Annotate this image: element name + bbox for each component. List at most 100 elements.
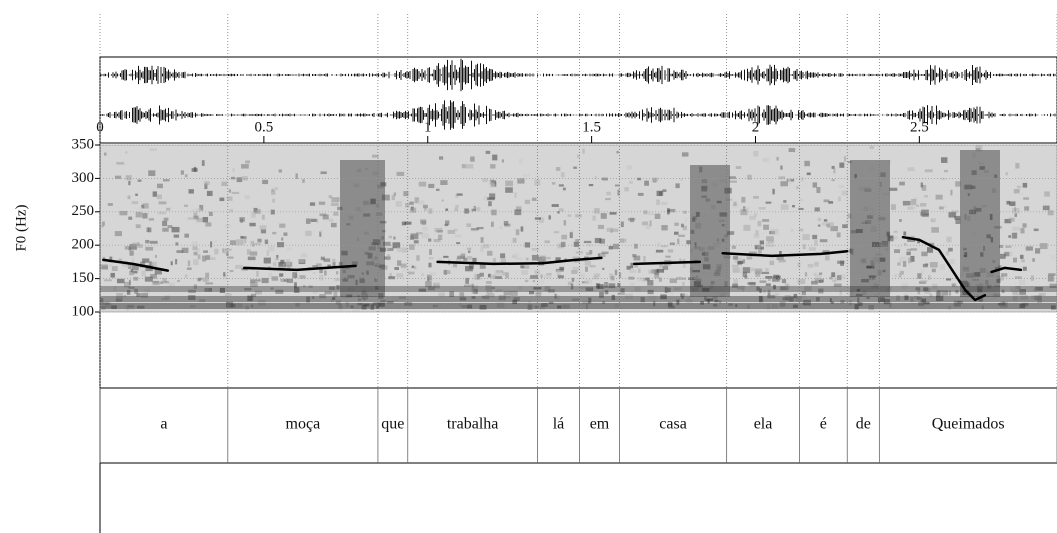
spectrogram-cell	[779, 301, 786, 307]
spectrogram-cell	[930, 262, 938, 268]
spectrogram-cell	[491, 274, 496, 279]
spectrogram-cell	[842, 224, 848, 229]
spectrogram-cell	[654, 213, 661, 219]
spectrogram-cell	[240, 236, 247, 239]
spectrogram-cell	[824, 255, 830, 261]
spectrogram-cell	[116, 293, 124, 299]
spectrogram-cell	[847, 161, 852, 164]
spectrogram-cell	[652, 177, 659, 182]
spectrogram-cell	[612, 243, 620, 250]
spectrogram-cell	[798, 207, 804, 210]
spectrogram-cell	[330, 202, 339, 207]
spectrogram-cell	[377, 246, 381, 250]
spectrogram-cell	[740, 209, 748, 216]
spectrogram-cell	[647, 289, 654, 295]
spectrogram-cell	[940, 177, 947, 181]
spectrogram-cell	[903, 293, 908, 298]
spectrogram-cell	[575, 280, 580, 286]
spectrogram-cell	[421, 273, 425, 277]
spectrogram-cell	[226, 196, 233, 201]
spectrogram-cell	[193, 259, 199, 266]
spectrogram-cell	[386, 301, 394, 304]
spectrogram-cell	[345, 301, 349, 308]
spectrogram-cell	[388, 276, 396, 280]
spectrogram-cell	[661, 224, 668, 231]
spectrogram-cell	[275, 289, 284, 294]
spectrogram-cell	[522, 174, 531, 177]
spectrogram-cell	[972, 231, 976, 237]
spectrogram-cell	[347, 275, 355, 279]
spectrogram-cell	[861, 278, 869, 283]
spectrogram-cell	[757, 220, 762, 227]
spectrogram-cell	[667, 287, 671, 293]
spectrogram-cell	[244, 287, 252, 291]
spectrogram-cell	[515, 257, 523, 260]
spectrogram-cell	[394, 267, 399, 270]
spectrogram-cell	[1021, 302, 1029, 307]
spectrogram-cell	[948, 212, 956, 218]
spectrogram-cell	[286, 247, 293, 251]
spectrogram-cell	[896, 245, 901, 248]
spectrogram-cell	[421, 220, 427, 225]
spectrogram-cell	[455, 257, 461, 264]
spectrogram-cell	[491, 209, 497, 216]
spectrogram-cell	[698, 247, 705, 252]
spectrogram-cell	[624, 187, 629, 192]
spectrogram-cell	[404, 221, 412, 225]
spectrogram-cell	[582, 148, 585, 154]
spectrogram-cell	[376, 203, 380, 208]
spectrogram-cell	[588, 297, 592, 304]
spectrogram-cell	[555, 257, 561, 262]
spectrogram-cell	[363, 213, 371, 217]
spectrogram-cell	[257, 299, 266, 306]
dark-region	[960, 150, 1000, 297]
spectrogram-cell	[416, 255, 420, 261]
spectrogram-cell	[254, 209, 261, 214]
spectrogram-cell	[560, 241, 566, 247]
spectrogram-cell	[375, 264, 378, 267]
spectrogram-cell	[279, 223, 286, 228]
spectrogram-cell	[661, 245, 668, 248]
spectrogram-cell	[792, 304, 798, 308]
spectrogram-cell	[154, 254, 157, 258]
spectrogram-cell	[980, 252, 984, 257]
spectrogram-cell	[445, 208, 449, 211]
spectrogram-cell	[483, 196, 488, 201]
spectrogram-cell	[473, 207, 481, 211]
spectrogram-cell	[675, 183, 680, 189]
spectrogram-cell	[717, 266, 722, 272]
spectrogram-cell	[662, 189, 667, 193]
spectrogram-cell	[814, 207, 820, 212]
spectrogram-cell	[878, 216, 886, 221]
spectrogram-cell	[225, 248, 232, 251]
spectrogram-cell	[867, 215, 873, 219]
spectrogram-cell	[800, 198, 804, 202]
dark-region	[850, 160, 890, 297]
spectrogram-cell	[906, 251, 911, 256]
spectrogram-cell	[685, 218, 688, 223]
spectrogram-cell	[346, 294, 353, 298]
spectrogram-cell	[969, 209, 977, 215]
spectrogram-cell	[487, 273, 491, 278]
spectrogram-cell	[438, 257, 443, 263]
spectrogram-cell	[963, 247, 967, 251]
spectrogram-cell	[865, 220, 872, 225]
spectrogram-cell	[866, 265, 872, 268]
spectrogram-cell	[723, 255, 731, 259]
spectrogram-cell	[682, 259, 686, 262]
spectrogram-cell	[753, 196, 759, 199]
spectrogram-cell	[499, 226, 503, 229]
spectrogram-cell	[720, 292, 726, 297]
spectrogram-cell	[375, 212, 383, 216]
spectrogram-cell	[747, 304, 750, 309]
spectrogram-cell	[584, 279, 593, 285]
spectrogram-cell	[466, 304, 473, 309]
spectrogram-cell	[449, 291, 455, 298]
spectrogram-cell	[210, 241, 213, 248]
spectrogram-cell	[758, 247, 762, 254]
spectrogram-cell	[695, 275, 699, 281]
spectrogram-cell	[838, 196, 841, 202]
spectrogram-cell	[1032, 258, 1035, 262]
spectrogram-cell	[700, 301, 704, 305]
spectrogram-cell	[278, 169, 282, 173]
